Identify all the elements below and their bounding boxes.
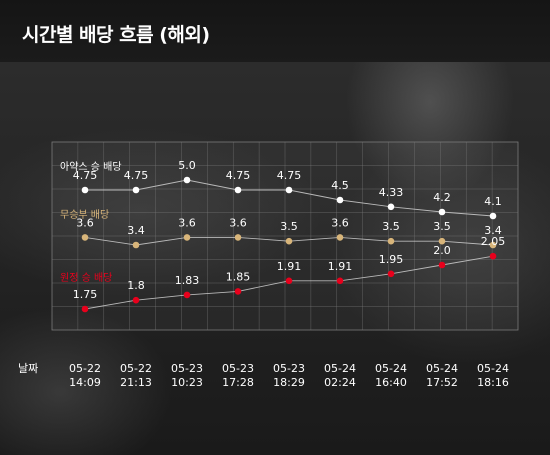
data-label: 3.5 [382,220,400,233]
data-label: 3.6 [76,216,94,229]
page-title: 시간별 배당 흐름 (해외) [22,24,210,46]
data-point [387,203,395,211]
x-tick-time: 18:29 [273,376,305,389]
data-label: 3.4 [484,224,502,237]
data-label: 1.85 [226,270,251,283]
data-point [285,277,293,285]
data-labels: 4.75 4.75 5.0 4.75 4.75 4.5 4.33 4.2 4.1 3.6 3.4 3.… [60,159,505,301]
data-point [132,186,140,194]
data-label: 2.05 [481,235,506,248]
data-point [285,186,293,194]
series-markers [81,176,497,313]
data-point [336,234,344,241]
data-label: 3.5 [433,220,451,233]
data-label: 1.75 [73,288,98,301]
series-name-label: 원정 승 배당 [60,272,112,284]
x-tick-time: 18:16 [477,376,509,389]
data-label: 4.75 [277,169,302,182]
x-tick-date: 05-23 [222,362,254,375]
data-point [132,241,140,249]
data-point [336,196,344,204]
x-tick-time: 02:24 [324,376,356,389]
data-point [81,234,89,241]
data-point [438,208,446,216]
data-label: 3.6 [178,216,196,229]
data-label: 4.75 [124,169,149,182]
data-label: 1.91 [328,260,353,273]
data-point [285,237,293,245]
x-tick-date: 05-23 [171,362,203,375]
data-label: 1.83 [175,274,200,287]
x-tick-time: 17:28 [222,376,254,389]
data-label: 1.95 [379,253,404,266]
data-point [81,186,89,194]
data-point [132,296,140,304]
data-label: 4.75 [226,169,251,182]
x-tick-time: 14:09 [69,376,101,389]
x-tick-date: 05-24 [426,362,458,375]
x-tick-date: 05-22 [69,362,101,375]
data-label: 2.0 [433,244,451,257]
data-label: 4.2 [433,191,451,204]
x-tick-time: 10:23 [171,376,203,389]
data-point [336,277,344,285]
chart-grid [51,141,519,331]
x-tick-date: 05-22 [120,362,152,375]
x-tick-time: 21:13 [120,376,152,389]
data-point [489,212,497,220]
data-label: 4.1 [484,195,502,208]
data-point [234,288,242,295]
data-label: 5.0 [178,159,196,172]
data-point [489,252,497,260]
background-photo [0,62,550,455]
data-label: 4.75 [73,169,98,182]
data-point [183,176,191,184]
x-axis-title: 날짜 [18,362,38,375]
data-label: 4.5 [331,179,349,192]
data-point [489,241,497,249]
data-point [81,305,89,313]
data-label: 3.5 [280,220,298,233]
series-name-label: 아약스 승 배당 [60,161,122,173]
data-label: 3.6 [331,216,349,229]
data-point [438,237,446,245]
data-label: 4.33 [379,186,404,199]
data-label: 1.8 [127,279,145,292]
x-tick-date: 05-24 [324,362,356,375]
x-tick-time: 16:40 [375,376,407,389]
data-point [234,186,242,194]
data-point [183,291,191,299]
x-tick-date: 05-24 [477,362,509,375]
x-axis: 날짜 05-2214:0905-2221:1305-2310:2305-2317:… [18,362,509,389]
series-name-label: 무승부 배당 [60,209,109,221]
data-point [438,261,446,269]
title-bar: 시간별 배당 흐름 (해외) [0,0,550,62]
data-label: 3.6 [229,216,247,229]
data-point [387,237,395,245]
x-tick-time: 17:52 [426,376,458,389]
data-label: 3.4 [127,224,145,237]
x-tick-date: 05-24 [375,362,407,375]
data-label: 1.91 [277,260,302,273]
data-point [234,234,242,241]
data-point [183,234,191,241]
data-point [387,270,395,278]
x-tick-date: 05-23 [273,362,305,375]
